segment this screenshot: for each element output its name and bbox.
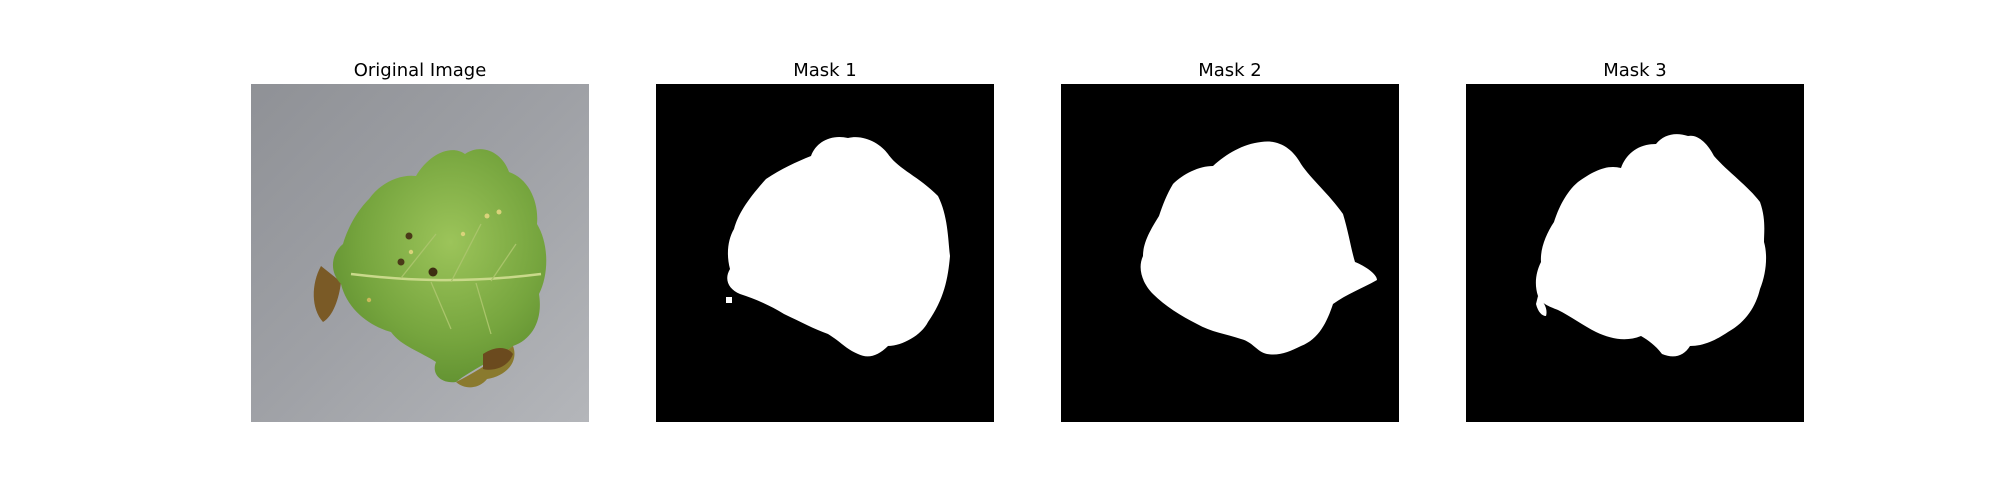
mask-2-image (1061, 84, 1399, 422)
lesion-yellow (366, 297, 372, 303)
panel-mask-3: Mask 3 (1466, 58, 1804, 422)
lesion-yellow (496, 209, 502, 215)
leaf-blade (332, 149, 547, 383)
lesion-yellow (408, 249, 414, 255)
panel-title: Original Image (353, 60, 487, 81)
panel-title: Mask 1 (793, 60, 857, 81)
mask-3-image (1466, 84, 1804, 422)
original-leaf-image (251, 84, 589, 422)
panel-mask-1: Mask 1 (656, 58, 994, 422)
mask-region (1140, 141, 1377, 355)
panel-title: Mask 2 (1198, 60, 1262, 81)
leaf-spot-brown (483, 348, 513, 370)
lesion-yellow (460, 231, 466, 237)
leaf-midrib (350, 272, 542, 282)
mask-region-tail (1536, 296, 1547, 316)
mask-region (1535, 134, 1767, 357)
mask-1-image (656, 84, 994, 422)
panel-original-image: Original Image (251, 58, 589, 422)
mask-region (727, 136, 950, 357)
panel-mask-2: Mask 2 (1061, 58, 1399, 422)
lesion (428, 267, 438, 277)
mask-speck (726, 297, 732, 303)
lesion (397, 258, 405, 266)
panel-title: Mask 3 (1603, 60, 1667, 81)
lesion (405, 232, 413, 240)
leaf-veins (400, 223, 517, 335)
leaf-lobe-brown-left (313, 266, 341, 322)
lesion-yellow (484, 213, 490, 219)
